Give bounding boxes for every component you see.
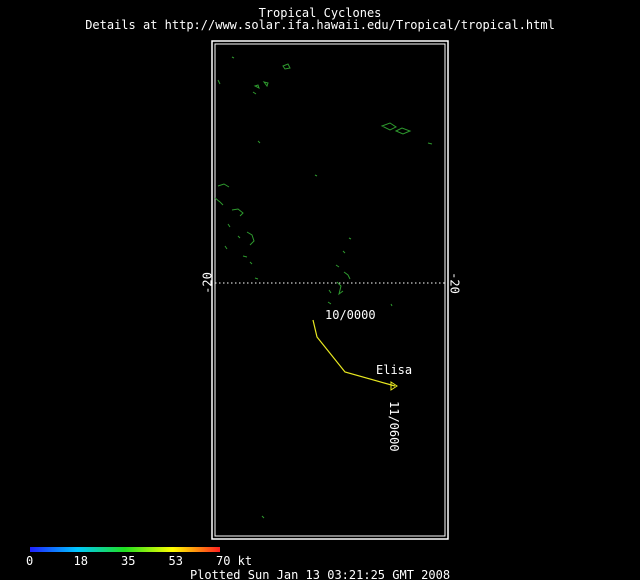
- colorbar: [30, 547, 220, 552]
- colorbar-label: 35: [121, 554, 135, 568]
- latitude-label-left: -20: [201, 272, 215, 294]
- colorbar-label: 70 kt: [216, 554, 252, 568]
- frame-inner: [214, 43, 446, 537]
- subtitle: Details at http://www.solar.ifa.hawaii.e…: [85, 18, 555, 32]
- storm-track: [312, 319, 396, 387]
- colorbar-label: 18: [74, 554, 88, 568]
- latitude-label-right: -20: [448, 272, 462, 294]
- frame-outer: [211, 40, 449, 540]
- colorbar-label: 53: [169, 554, 183, 568]
- islands: [214, 56, 433, 519]
- storm-marker: [390, 381, 398, 391]
- title: Tropical Cyclones: [259, 6, 382, 20]
- plotted-time: Plotted Sun Jan 13 03:21:25 GMT 2008: [190, 568, 450, 580]
- start-label: 10/0000: [325, 308, 376, 322]
- end-label: 11/0600: [387, 401, 401, 452]
- colorbar-labels: 0 18 35 53 70 kt: [26, 554, 252, 568]
- colorbar-label: 0: [26, 554, 33, 568]
- storm-name: Elisa: [376, 363, 412, 377]
